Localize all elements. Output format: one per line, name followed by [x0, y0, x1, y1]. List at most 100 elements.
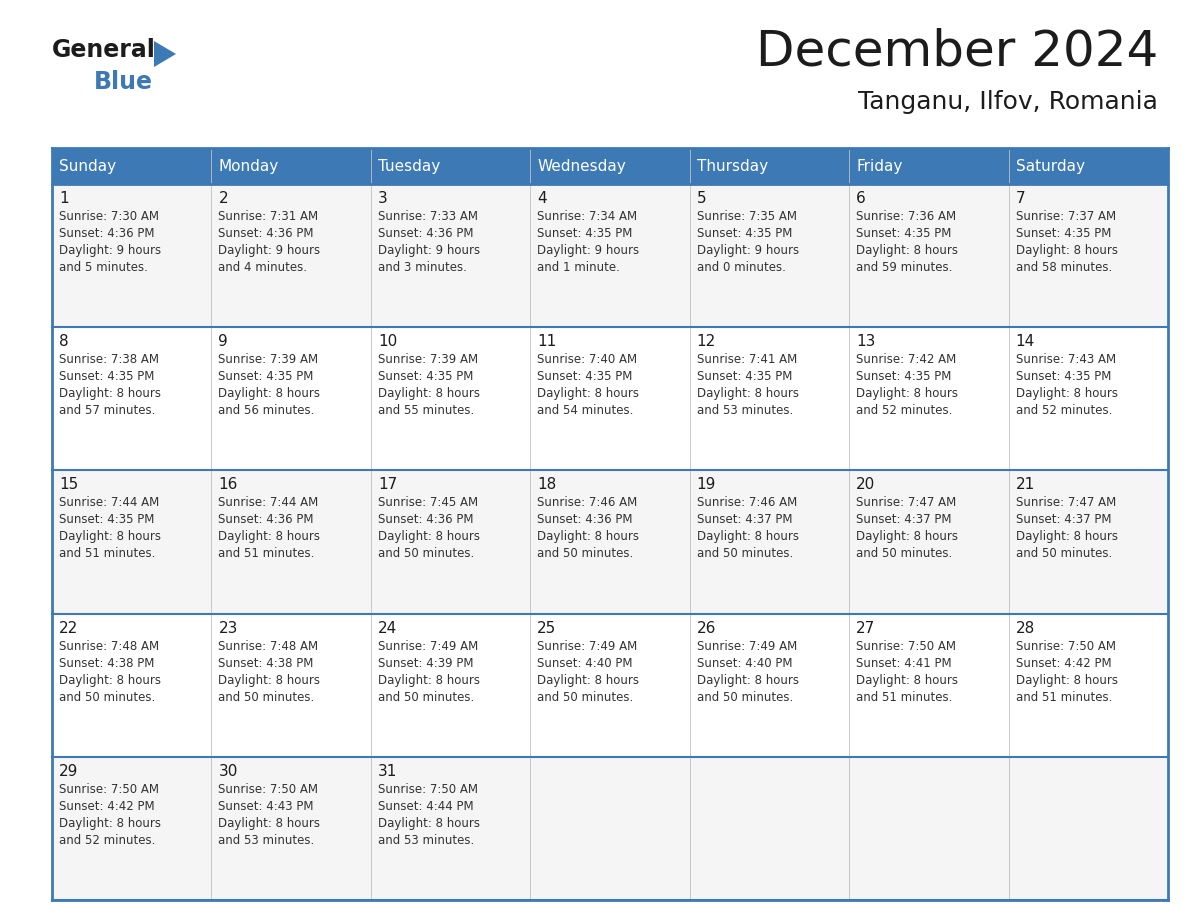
Text: Sunrise: 7:40 AM: Sunrise: 7:40 AM	[537, 353, 638, 366]
Text: Sunset: 4:39 PM: Sunset: 4:39 PM	[378, 656, 473, 669]
Text: Daylight: 8 hours: Daylight: 8 hours	[219, 531, 321, 543]
Text: Sunrise: 7:46 AM: Sunrise: 7:46 AM	[537, 497, 638, 509]
Text: Sunrise: 7:42 AM: Sunrise: 7:42 AM	[857, 353, 956, 366]
Text: 31: 31	[378, 764, 397, 778]
Text: and 59 minutes.: and 59 minutes.	[857, 261, 953, 274]
Text: Daylight: 8 hours: Daylight: 8 hours	[537, 674, 639, 687]
Text: 23: 23	[219, 621, 238, 635]
Text: 18: 18	[537, 477, 556, 492]
Text: Daylight: 8 hours: Daylight: 8 hours	[537, 531, 639, 543]
Text: Sunset: 4:35 PM: Sunset: 4:35 PM	[59, 370, 154, 383]
Text: Blue: Blue	[94, 70, 153, 94]
Text: Sunrise: 7:37 AM: Sunrise: 7:37 AM	[1016, 210, 1116, 223]
Text: and 3 minutes.: and 3 minutes.	[378, 261, 467, 274]
Text: Sunset: 4:35 PM: Sunset: 4:35 PM	[1016, 370, 1111, 383]
Text: Daylight: 8 hours: Daylight: 8 hours	[1016, 387, 1118, 400]
Text: Sunrise: 7:39 AM: Sunrise: 7:39 AM	[378, 353, 478, 366]
Text: 28: 28	[1016, 621, 1035, 635]
Text: Daylight: 8 hours: Daylight: 8 hours	[59, 387, 162, 400]
Text: Sunset: 4:42 PM: Sunset: 4:42 PM	[59, 800, 154, 812]
Text: Sunrise: 7:36 AM: Sunrise: 7:36 AM	[857, 210, 956, 223]
Text: 2: 2	[219, 191, 228, 206]
Text: Sunset: 4:36 PM: Sunset: 4:36 PM	[378, 513, 473, 526]
Text: Sunset: 4:35 PM: Sunset: 4:35 PM	[378, 370, 473, 383]
Text: and 54 minutes.: and 54 minutes.	[537, 404, 633, 417]
Text: 6: 6	[857, 191, 866, 206]
Text: and 53 minutes.: and 53 minutes.	[696, 404, 792, 417]
Text: and 51 minutes.: and 51 minutes.	[219, 547, 315, 560]
Text: Sunrise: 7:30 AM: Sunrise: 7:30 AM	[59, 210, 159, 223]
Text: Daylight: 9 hours: Daylight: 9 hours	[219, 244, 321, 257]
Text: 15: 15	[59, 477, 78, 492]
Text: and 52 minutes.: and 52 minutes.	[857, 404, 953, 417]
Text: Daylight: 8 hours: Daylight: 8 hours	[219, 387, 321, 400]
Text: Sunrise: 7:34 AM: Sunrise: 7:34 AM	[537, 210, 638, 223]
Text: Sunrise: 7:50 AM: Sunrise: 7:50 AM	[1016, 640, 1116, 653]
Text: Daylight: 8 hours: Daylight: 8 hours	[696, 674, 798, 687]
Bar	[52, 184, 1168, 327]
Text: Sunrise: 7:43 AM: Sunrise: 7:43 AM	[1016, 353, 1116, 366]
Text: Sunset: 4:38 PM: Sunset: 4:38 PM	[59, 656, 154, 669]
Text: 19: 19	[696, 477, 716, 492]
Text: 22: 22	[59, 621, 78, 635]
Text: 4: 4	[537, 191, 546, 206]
Text: Daylight: 8 hours: Daylight: 8 hours	[1016, 531, 1118, 543]
Text: and 58 minutes.: and 58 minutes.	[1016, 261, 1112, 274]
Text: Sunset: 4:35 PM: Sunset: 4:35 PM	[857, 227, 952, 240]
Text: Daylight: 8 hours: Daylight: 8 hours	[857, 531, 959, 543]
Text: and 50 minutes.: and 50 minutes.	[537, 690, 633, 703]
Text: Sunrise: 7:38 AM: Sunrise: 7:38 AM	[59, 353, 159, 366]
Text: 17: 17	[378, 477, 397, 492]
Text: and 50 minutes.: and 50 minutes.	[537, 547, 633, 560]
Text: Sunset: 4:35 PM: Sunset: 4:35 PM	[219, 370, 314, 383]
Text: and 57 minutes.: and 57 minutes.	[59, 404, 156, 417]
Text: Daylight: 8 hours: Daylight: 8 hours	[219, 674, 321, 687]
Text: 10: 10	[378, 334, 397, 349]
Text: Sunrise: 7:44 AM: Sunrise: 7:44 AM	[59, 497, 159, 509]
Text: 11: 11	[537, 334, 556, 349]
Text: December 2024: December 2024	[756, 28, 1158, 76]
Text: Sunset: 4:37 PM: Sunset: 4:37 PM	[696, 513, 792, 526]
Text: Tuesday: Tuesday	[378, 159, 440, 174]
Text: Sunday: Sunday	[59, 159, 116, 174]
Text: Sunset: 4:41 PM: Sunset: 4:41 PM	[857, 656, 952, 669]
Text: Sunset: 4:40 PM: Sunset: 4:40 PM	[537, 656, 633, 669]
Text: Daylight: 8 hours: Daylight: 8 hours	[857, 674, 959, 687]
Text: Daylight: 8 hours: Daylight: 8 hours	[537, 387, 639, 400]
Text: 13: 13	[857, 334, 876, 349]
Text: Sunrise: 7:35 AM: Sunrise: 7:35 AM	[696, 210, 797, 223]
Text: and 50 minutes.: and 50 minutes.	[696, 690, 792, 703]
Text: Sunset: 4:36 PM: Sunset: 4:36 PM	[59, 227, 154, 240]
Text: Sunrise: 7:50 AM: Sunrise: 7:50 AM	[219, 783, 318, 796]
Text: Monday: Monday	[219, 159, 279, 174]
Text: and 51 minutes.: and 51 minutes.	[59, 547, 156, 560]
Text: Sunset: 4:38 PM: Sunset: 4:38 PM	[219, 656, 314, 669]
Text: Wednesday: Wednesday	[537, 159, 626, 174]
Text: Daylight: 8 hours: Daylight: 8 hours	[696, 387, 798, 400]
Text: Daylight: 8 hours: Daylight: 8 hours	[1016, 674, 1118, 687]
Text: Sunset: 4:42 PM: Sunset: 4:42 PM	[1016, 656, 1111, 669]
Text: and 53 minutes.: and 53 minutes.	[378, 834, 474, 846]
Text: 8: 8	[59, 334, 69, 349]
Text: Sunset: 4:35 PM: Sunset: 4:35 PM	[696, 227, 792, 240]
Text: Daylight: 9 hours: Daylight: 9 hours	[378, 244, 480, 257]
Text: Sunrise: 7:49 AM: Sunrise: 7:49 AM	[378, 640, 478, 653]
Text: and 52 minutes.: and 52 minutes.	[1016, 404, 1112, 417]
Text: Sunrise: 7:48 AM: Sunrise: 7:48 AM	[219, 640, 318, 653]
Text: Friday: Friday	[857, 159, 903, 174]
Text: Sunrise: 7:45 AM: Sunrise: 7:45 AM	[378, 497, 478, 509]
Text: Sunrise: 7:33 AM: Sunrise: 7:33 AM	[378, 210, 478, 223]
Text: Daylight: 8 hours: Daylight: 8 hours	[378, 674, 480, 687]
Text: Daylight: 8 hours: Daylight: 8 hours	[378, 387, 480, 400]
Polygon shape	[154, 41, 176, 67]
Text: and 4 minutes.: and 4 minutes.	[219, 261, 308, 274]
Text: Daylight: 8 hours: Daylight: 8 hours	[219, 817, 321, 830]
Text: Sunrise: 7:49 AM: Sunrise: 7:49 AM	[696, 640, 797, 653]
Text: and 55 minutes.: and 55 minutes.	[378, 404, 474, 417]
Text: Daylight: 8 hours: Daylight: 8 hours	[59, 674, 162, 687]
Text: and 52 minutes.: and 52 minutes.	[59, 834, 156, 846]
Text: Daylight: 8 hours: Daylight: 8 hours	[857, 387, 959, 400]
Text: 14: 14	[1016, 334, 1035, 349]
Text: Sunset: 4:37 PM: Sunset: 4:37 PM	[1016, 513, 1111, 526]
Text: 5: 5	[696, 191, 707, 206]
